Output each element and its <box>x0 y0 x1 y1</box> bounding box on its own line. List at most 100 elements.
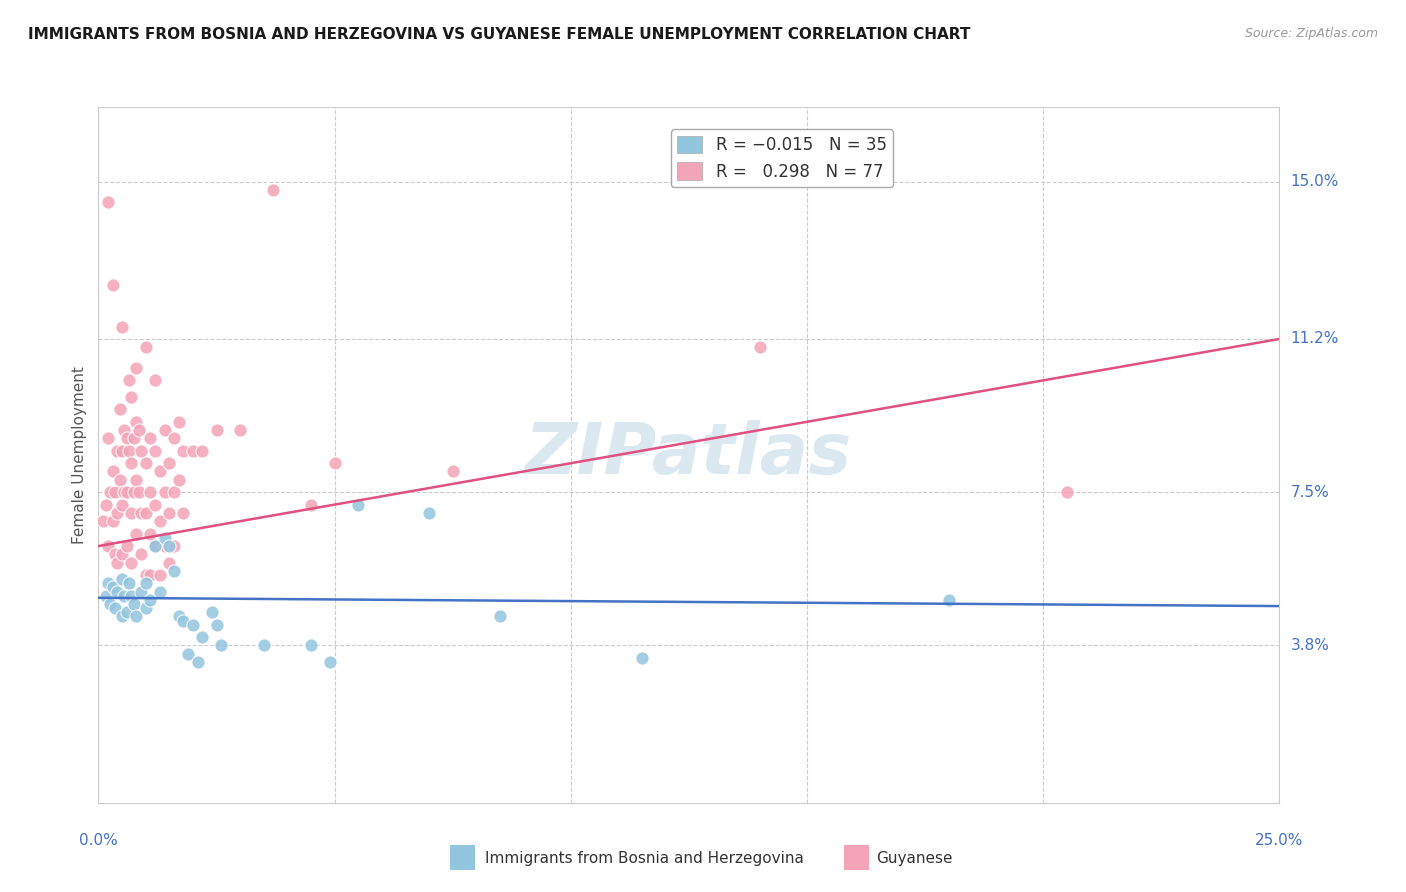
Point <box>149 514 172 528</box>
Point <box>163 564 186 578</box>
Point <box>163 485 186 500</box>
Point <box>111 443 134 458</box>
Point <box>112 589 135 603</box>
Point <box>157 506 180 520</box>
Point <box>191 630 214 644</box>
Point <box>111 498 134 512</box>
Point <box>149 465 172 479</box>
Point <box>112 485 135 500</box>
Point <box>129 506 152 520</box>
Point <box>135 568 157 582</box>
Point <box>129 584 152 599</box>
Point <box>101 581 124 595</box>
Point <box>167 609 190 624</box>
Text: Guyanese: Guyanese <box>876 851 952 865</box>
Point <box>111 572 134 586</box>
Text: 25.0%: 25.0% <box>1256 833 1303 848</box>
Point <box>122 597 145 611</box>
Point <box>299 639 322 653</box>
Point <box>299 498 322 512</box>
Point <box>167 415 190 429</box>
Text: 0.0%: 0.0% <box>79 833 118 848</box>
Point <box>135 576 157 591</box>
Point <box>111 609 134 624</box>
Point <box>108 402 131 417</box>
Point <box>128 485 150 500</box>
Point <box>135 340 157 354</box>
Point <box>163 431 186 445</box>
Point <box>253 639 276 653</box>
Point <box>108 473 131 487</box>
Text: Immigrants from Bosnia and Herzegovina: Immigrants from Bosnia and Herzegovina <box>485 851 804 865</box>
Point <box>157 556 180 570</box>
Point <box>128 423 150 437</box>
Point <box>98 485 121 500</box>
Point <box>115 539 138 553</box>
Point <box>441 465 464 479</box>
Point <box>125 526 148 541</box>
Text: 7.5%: 7.5% <box>1291 484 1329 500</box>
Legend: R = −0.015   N = 35, R =   0.298   N = 77: R = −0.015 N = 35, R = 0.298 N = 77 <box>671 129 893 187</box>
Point <box>149 568 172 582</box>
Point <box>191 443 214 458</box>
Point <box>105 556 128 570</box>
Point <box>111 319 134 334</box>
Point <box>167 473 190 487</box>
Point <box>129 443 152 458</box>
Point <box>101 514 124 528</box>
Point <box>418 506 440 520</box>
Point <box>153 423 176 437</box>
Point <box>262 183 284 197</box>
Point <box>143 539 166 553</box>
Point <box>139 431 162 445</box>
Point <box>118 373 141 387</box>
Point <box>97 431 120 445</box>
Text: 3.8%: 3.8% <box>1291 638 1330 653</box>
Point <box>347 498 370 512</box>
Point <box>163 539 186 553</box>
Point <box>229 423 252 437</box>
Y-axis label: Female Unemployment: Female Unemployment <box>72 366 87 544</box>
Point <box>139 526 162 541</box>
Point <box>205 423 228 437</box>
Point <box>319 655 342 669</box>
Point <box>118 443 141 458</box>
Text: 11.2%: 11.2% <box>1291 332 1339 346</box>
Point <box>91 514 114 528</box>
Point <box>104 547 127 561</box>
Point <box>143 443 166 458</box>
Point <box>97 576 120 591</box>
Point <box>172 506 194 520</box>
Point <box>104 601 127 615</box>
Point <box>115 605 138 619</box>
Point <box>101 278 124 293</box>
Point <box>201 605 224 619</box>
Point <box>153 531 176 545</box>
Point <box>139 485 162 500</box>
Point <box>121 390 143 404</box>
Point <box>105 584 128 599</box>
Point <box>323 456 346 470</box>
Point <box>125 473 148 487</box>
Point <box>135 456 157 470</box>
Point <box>97 195 120 210</box>
Point <box>101 465 124 479</box>
Point <box>118 576 141 591</box>
Point <box>172 614 194 628</box>
Point <box>125 415 148 429</box>
Point <box>129 547 152 561</box>
Point <box>181 443 204 458</box>
Text: IMMIGRANTS FROM BOSNIA AND HERZEGOVINA VS GUYANESE FEMALE UNEMPLOYMENT CORRELATI: IMMIGRANTS FROM BOSNIA AND HERZEGOVINA V… <box>28 27 970 42</box>
Point <box>105 506 128 520</box>
Point <box>143 498 166 512</box>
Text: 15.0%: 15.0% <box>1291 174 1339 189</box>
Point <box>121 589 143 603</box>
Point <box>112 423 135 437</box>
Point <box>938 592 960 607</box>
Point <box>143 539 166 553</box>
Text: Source: ZipAtlas.com: Source: ZipAtlas.com <box>1244 27 1378 40</box>
Point <box>98 597 121 611</box>
Point <box>630 651 652 665</box>
Point <box>1056 485 1078 500</box>
Point <box>489 609 512 624</box>
